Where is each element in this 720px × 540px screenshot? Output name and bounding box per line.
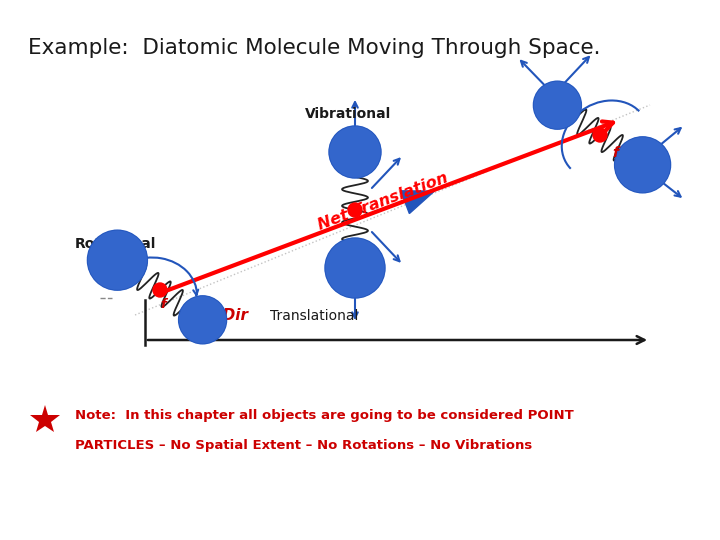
Circle shape <box>615 137 670 193</box>
Text: Note:  In this chapter all objects are going to be considered POINT: Note: In this chapter all objects are go… <box>75 408 574 422</box>
Circle shape <box>179 296 227 344</box>
Polygon shape <box>401 191 434 213</box>
Circle shape <box>153 283 167 297</box>
Text: f: f <box>612 146 618 160</box>
Text: Translational: Translational <box>270 309 359 323</box>
Circle shape <box>593 128 607 142</box>
Circle shape <box>348 203 362 217</box>
Text: f: f <box>160 298 166 311</box>
Text: Vibrational: Vibrational <box>305 107 391 121</box>
Text: Example:  Diatomic Molecule Moving Through Space.: Example: Diatomic Molecule Moving Throug… <box>28 38 600 58</box>
Text: PARTICLES – No Spatial Extent – No Rotations – No Vibrations: PARTICLES – No Spatial Extent – No Rotat… <box>75 438 532 451</box>
Text: X - Dir: X - Dir <box>195 308 249 323</box>
Text: Rotational: Rotational <box>75 237 156 251</box>
Circle shape <box>325 238 385 298</box>
Circle shape <box>534 81 582 129</box>
Circle shape <box>329 126 381 178</box>
Text: Net Translation: Net Translation <box>316 170 450 233</box>
Circle shape <box>87 230 148 290</box>
